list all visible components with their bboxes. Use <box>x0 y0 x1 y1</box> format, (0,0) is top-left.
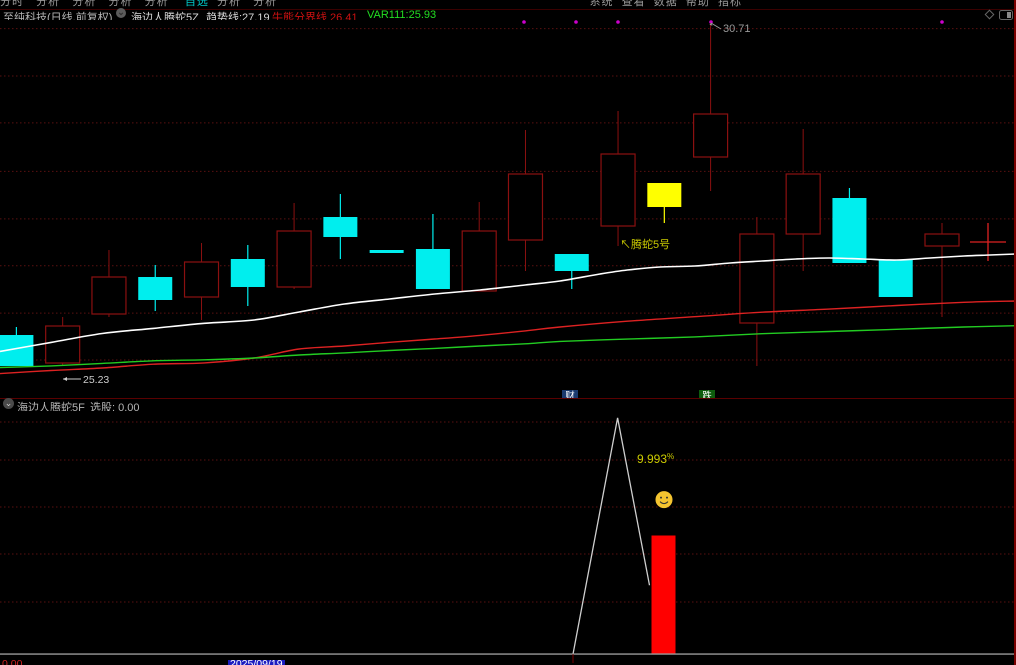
svg-text:↖腾蛇5号: ↖腾蛇5号 <box>620 237 670 251</box>
svg-text:9.993%: 9.993% <box>637 452 674 466</box>
svg-text:财: 财 <box>565 390 575 398</box>
svg-text:跌: 跌 <box>702 390 712 398</box>
svg-text:25.23: 25.23 <box>83 374 109 386</box>
svg-text:30.71: 30.71 <box>723 23 751 35</box>
